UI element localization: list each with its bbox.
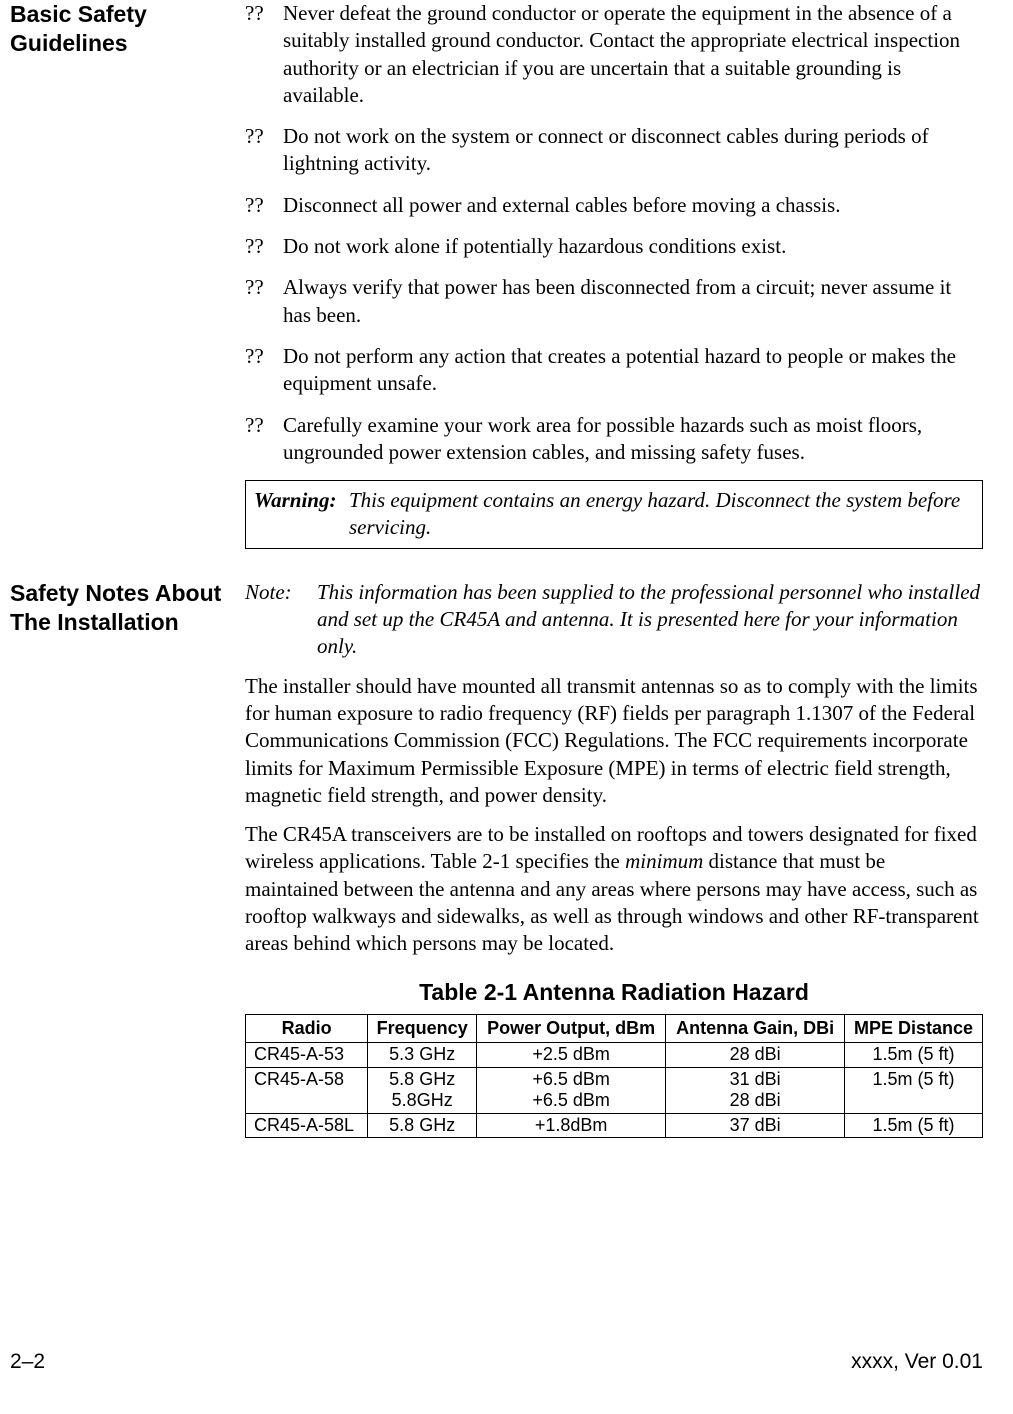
note-label: Note:: [245, 579, 317, 661]
bullet-item: ??Do not work on the system or connect o…: [245, 123, 983, 178]
section-safety-notes: Safety Notes About The Installation Note…: [10, 579, 983, 1139]
table-row: CR45-A-58 5.8 GHz5.8GHz +6.5 dBm+6.5 dBm…: [246, 1067, 983, 1113]
warning-box: Warning: This equipment contains an ener…: [245, 480, 983, 549]
warning-text: This equipment contains an energy hazard…: [349, 487, 974, 542]
page-footer: 2–2 xxxx, Ver 0.01: [10, 1350, 983, 1374]
table-cell: CR45-A-53: [246, 1043, 368, 1068]
bullet-item: ??Do not perform any action that creates…: [245, 343, 983, 398]
note-text: This information has been supplied to th…: [317, 579, 983, 661]
table-header: Radio: [246, 1014, 368, 1043]
bullet-item: ??Always verify that power has been disc…: [245, 274, 983, 329]
bullet-text: Carefully examine your work area for pos…: [283, 412, 983, 467]
bullet-mark-icon: ??: [245, 412, 283, 467]
table-header: Frequency: [368, 1014, 477, 1043]
table-cell: 1.5m (5 ft): [844, 1043, 982, 1068]
hazard-table: Radio Frequency Power Output, dBm Antenn…: [245, 1014, 983, 1139]
table-header-row: Radio Frequency Power Output, dBm Antenn…: [246, 1014, 983, 1043]
bullet-item: ??Disconnect all power and external cabl…: [245, 192, 983, 219]
content-basic-safety: ??Never defeat the ground conductor or o…: [245, 0, 983, 549]
footer-version: xxxx, Ver 0.01: [851, 1350, 983, 1374]
table-body: CR45-A-53 5.3 GHz +2.5 dBm 28 dBi 1.5m (…: [246, 1043, 983, 1138]
table-cell: 5.3 GHz: [368, 1043, 477, 1068]
table-row: CR45-A-53 5.3 GHz +2.5 dBm 28 dBi 1.5m (…: [246, 1043, 983, 1068]
table-header: MPE Distance: [844, 1014, 982, 1043]
bullet-item: ??Carefully examine your work area for p…: [245, 412, 983, 467]
section-basic-safety: Basic Safety Guidelines ??Never defeat t…: [10, 0, 983, 549]
bullet-text: Always verify that power has been discon…: [283, 274, 983, 329]
table-cell: +2.5 dBm: [477, 1043, 666, 1068]
paragraph: The CR45A transceivers are to be install…: [245, 821, 983, 957]
table-row: CR45-A-58L 5.8 GHz +1.8dBm 37 dBi 1.5m (…: [246, 1113, 983, 1138]
table-cell: CR45-A-58: [246, 1067, 368, 1113]
table-cell: +1.8dBm: [477, 1113, 666, 1138]
bullet-mark-icon: ??: [245, 274, 283, 329]
bullet-item: ??Never defeat the ground conductor or o…: [245, 0, 983, 109]
warning-label: Warning:: [254, 487, 349, 542]
heading-safety-notes: Safety Notes About The Installation: [10, 579, 245, 637]
bullet-text: Disconnect all power and external cables…: [283, 192, 983, 219]
table-title: Table 2-1 Antenna Radiation Hazard: [245, 978, 983, 1008]
content-safety-notes: Note: This information has been supplied…: [245, 579, 983, 1139]
note-block: Note: This information has been supplied…: [245, 579, 983, 661]
table-cell: 5.8 GHz: [368, 1113, 477, 1138]
table-cell: +6.5 dBm+6.5 dBm: [477, 1067, 666, 1113]
bullet-mark-icon: ??: [245, 0, 283, 109]
paragraph: The installer should have mounted all tr…: [245, 673, 983, 809]
table-cell: 28 dBi: [666, 1043, 845, 1068]
bullet-item: ??Do not work alone if potentially hazar…: [245, 233, 983, 260]
bullet-mark-icon: ??: [245, 192, 283, 219]
heading-basic-safety: Basic Safety Guidelines: [10, 0, 245, 58]
bullet-text: Never defeat the ground conductor or ope…: [283, 0, 983, 109]
table-header: Antenna Gain, DBi: [666, 1014, 845, 1043]
table-cell: 31 dBi28 dBi: [666, 1067, 845, 1113]
emphasis-minimum: minimum: [625, 849, 703, 873]
table-header: Power Output, dBm: [477, 1014, 666, 1043]
bullet-text: Do not perform any action that creates a…: [283, 343, 983, 398]
bullet-text: Do not work alone if potentially hazardo…: [283, 233, 983, 260]
bullet-text: Do not work on the system or connect or …: [283, 123, 983, 178]
table-cell: CR45-A-58L: [246, 1113, 368, 1138]
bullet-mark-icon: ??: [245, 123, 283, 178]
footer-page-number: 2–2: [10, 1350, 45, 1374]
table-cell: 1.5m (5 ft): [844, 1067, 982, 1113]
table-cell: 1.5m (5 ft): [844, 1113, 982, 1138]
bullet-list: ??Never defeat the ground conductor or o…: [245, 0, 983, 466]
table-cell: 5.8 GHz5.8GHz: [368, 1067, 477, 1113]
bullet-mark-icon: ??: [245, 343, 283, 398]
table-cell: 37 dBi: [666, 1113, 845, 1138]
bullet-mark-icon: ??: [245, 233, 283, 260]
